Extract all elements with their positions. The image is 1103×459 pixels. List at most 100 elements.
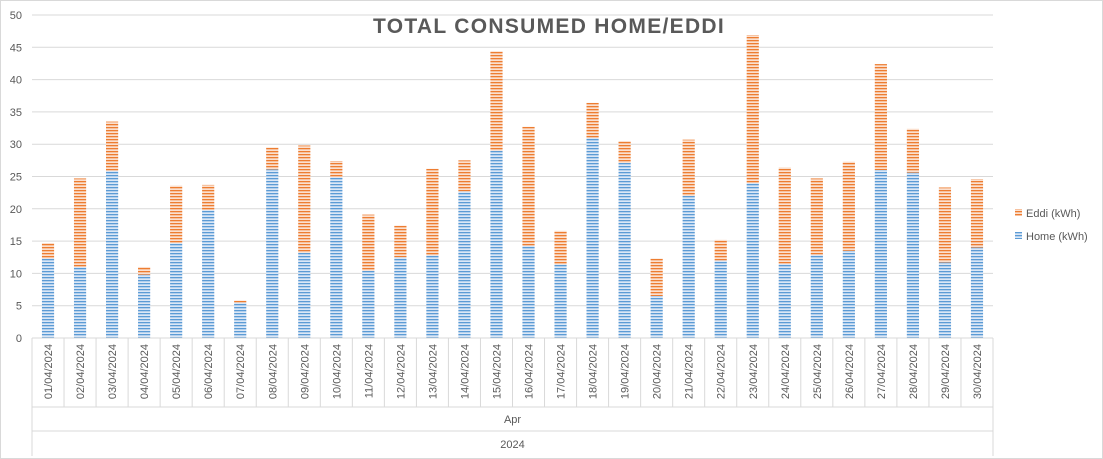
bar-home-15 (490, 150, 503, 338)
x-tick-label: 24/04/2024 (780, 344, 792, 399)
bar-home-6 (202, 210, 215, 338)
bar-eddi-10 (330, 160, 343, 178)
legend-swatch (1015, 209, 1022, 216)
bar-home-20 (650, 296, 663, 338)
y-tick-label: 45 (10, 42, 22, 54)
x-tick-label: 21/04/2024 (684, 344, 696, 399)
x-tick-label: 18/04/2024 (588, 344, 600, 399)
x-tick-label: 10/04/2024 (331, 344, 343, 399)
year-group-label: 2024 (500, 439, 524, 451)
x-tick-label: 19/04/2024 (620, 344, 632, 399)
bar-eddi-19 (618, 140, 631, 163)
bar-eddi-16 (522, 126, 535, 246)
bar-eddi-13 (426, 168, 439, 256)
bar-eddi-1 (41, 243, 55, 259)
gridlines (32, 14, 993, 307)
x-tick-label: 17/04/2024 (556, 344, 568, 399)
bar-home-2 (73, 266, 87, 338)
bar-home-7 (234, 302, 247, 338)
bar-eddi-17 (554, 230, 567, 265)
x-tick-label: 09/04/2024 (299, 344, 311, 399)
bar-home-13 (426, 255, 439, 338)
bar-eddi-2 (73, 178, 87, 267)
x-tick-label: 01/04/2024 (43, 344, 55, 399)
bar-eddi-6 (202, 184, 215, 211)
bar-home-25 (810, 254, 823, 338)
y-tick-label: 0 (16, 333, 22, 345)
bar-eddi-25 (810, 178, 823, 255)
x-tick-label: 28/04/2024 (908, 344, 920, 399)
y-tick-label: 50 (10, 10, 22, 22)
x-tick-label: 30/04/2024 (972, 344, 984, 399)
bar-home-14 (458, 191, 471, 338)
bar-home-23 (746, 182, 759, 338)
bar-eddi-26 (842, 161, 855, 251)
legend-label: Home (kWh) (1026, 231, 1088, 243)
bar-eddi-24 (778, 167, 791, 264)
bar-eddi-5 (170, 185, 183, 244)
bar-home-21 (682, 195, 695, 338)
x-tick-label: 08/04/2024 (267, 344, 279, 399)
bar-home-19 (618, 162, 631, 338)
bar-home-22 (714, 260, 727, 338)
bar-eddi-18 (586, 102, 599, 138)
y-tick-label: 35 (10, 107, 22, 119)
bar-eddi-3 (105, 121, 119, 171)
bar-home-11 (362, 270, 375, 338)
y-tick-label: 20 (10, 204, 22, 216)
x-tick-label: 27/04/2024 (876, 344, 888, 399)
bar-eddi-30 (970, 179, 984, 248)
bar-home-16 (522, 245, 535, 338)
x-tick-label: 26/04/2024 (844, 344, 856, 399)
x-tick-label: 04/04/2024 (139, 344, 151, 399)
y-tick-label: 10 (10, 268, 22, 280)
legend-label: Eddi (kWh) (1026, 208, 1080, 220)
legend: Eddi (kWh) Home (kWh) (1015, 208, 1088, 243)
bar-eddi-21 (682, 139, 695, 196)
x-tick-label: 03/04/2024 (107, 344, 119, 399)
bar-home-30 (970, 247, 984, 338)
bar-eddi-15 (490, 51, 503, 151)
bar-eddi-20 (650, 258, 663, 297)
bar-home-18 (586, 137, 599, 338)
axes (31, 337, 994, 456)
bar-eddi-14 (458, 160, 471, 192)
bars (41, 35, 984, 338)
bar-home-12 (394, 257, 407, 338)
x-tick-label: 23/04/2024 (748, 344, 760, 399)
bar-eddi-12 (394, 225, 407, 258)
bar-home-17 (554, 264, 567, 338)
bar-eddi-23 (746, 35, 759, 183)
x-tick-label: 02/04/2024 (75, 344, 87, 399)
x-tick-label: 29/04/2024 (940, 344, 952, 399)
bar-home-1 (41, 258, 55, 338)
x-tick-label: 14/04/2024 (459, 344, 471, 399)
y-tick-label: 30 (10, 139, 22, 151)
x-tick-label: 06/04/2024 (203, 344, 215, 399)
x-tick-label: 25/04/2024 (812, 344, 824, 399)
x-tick-label: 11/04/2024 (363, 344, 375, 398)
x-tick-label: 22/04/2024 (716, 344, 728, 399)
bar-eddi-4 (138, 266, 151, 275)
bar-home-9 (298, 252, 311, 338)
bar-eddi-28 (906, 128, 920, 173)
bar-home-26 (842, 250, 855, 338)
bar-eddi-22 (714, 239, 727, 261)
bar-home-8 (266, 169, 279, 338)
bar-home-3 (105, 170, 119, 338)
bar-home-5 (170, 243, 183, 338)
month-group-label: Apr (504, 414, 521, 426)
x-tick-label: 05/04/2024 (171, 344, 183, 399)
legend-swatch (1015, 232, 1022, 239)
y-tick-label: 15 (10, 236, 22, 248)
x-tick-label: 13/04/2024 (427, 344, 439, 399)
x-tick-label: 12/04/2024 (395, 344, 407, 399)
chart-title: TOTAL CONSUMED HOME/EDDI (373, 15, 725, 38)
labels: 0 5 10 15 20 25 30 35 40 45 50 01/04/2024 02/04/2024… (10, 10, 984, 451)
y-tick-label: 25 (10, 172, 22, 184)
x-tick-label: 07/04/2024 (235, 344, 247, 399)
bar-home-10 (330, 177, 343, 338)
y-tick-label: 5 (16, 301, 22, 313)
